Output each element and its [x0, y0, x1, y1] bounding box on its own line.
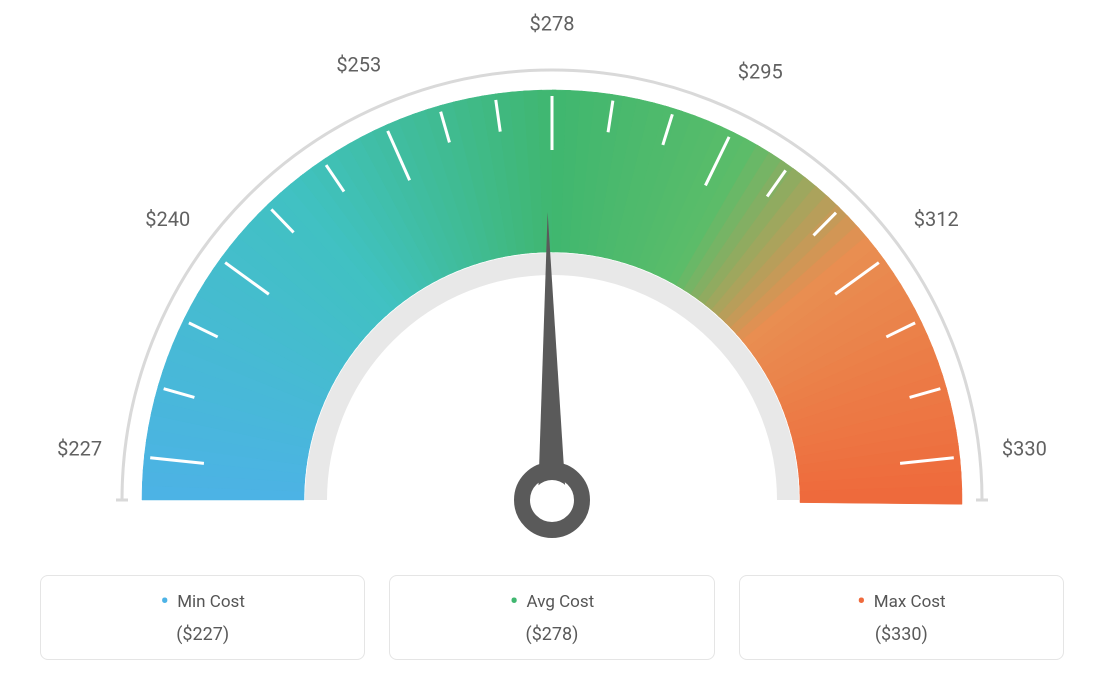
legend-row: Min Cost ($227) Avg Cost ($278) Max Cost… — [40, 575, 1064, 660]
gauge-tick-label: $227 — [57, 437, 102, 461]
legend-value-min: ($227) — [53, 624, 352, 645]
gauge-tick-label: $330 — [1002, 437, 1047, 461]
legend-value-max: ($330) — [752, 624, 1051, 645]
legend-card-min: Min Cost ($227) — [40, 575, 365, 660]
gauge-tick-label: $253 — [336, 52, 381, 76]
legend-label-min: Min Cost — [160, 592, 244, 612]
legend-card-max: Max Cost ($330) — [739, 575, 1064, 660]
legend-value-avg: ($278) — [402, 624, 701, 645]
legend-card-avg: Avg Cost ($278) — [389, 575, 714, 660]
cost-gauge: $227 $240 $253 $278 $295 $312 $330 — [0, 0, 1104, 560]
legend-label-max: Max Cost — [857, 592, 946, 612]
gauge-tick-label: $278 — [530, 11, 575, 35]
gauge-tick-label: $312 — [914, 207, 959, 231]
legend-label-avg: Avg Cost — [510, 592, 594, 612]
gauge-tick-label: $295 — [738, 59, 783, 83]
gauge-tick-label: $240 — [145, 207, 190, 231]
